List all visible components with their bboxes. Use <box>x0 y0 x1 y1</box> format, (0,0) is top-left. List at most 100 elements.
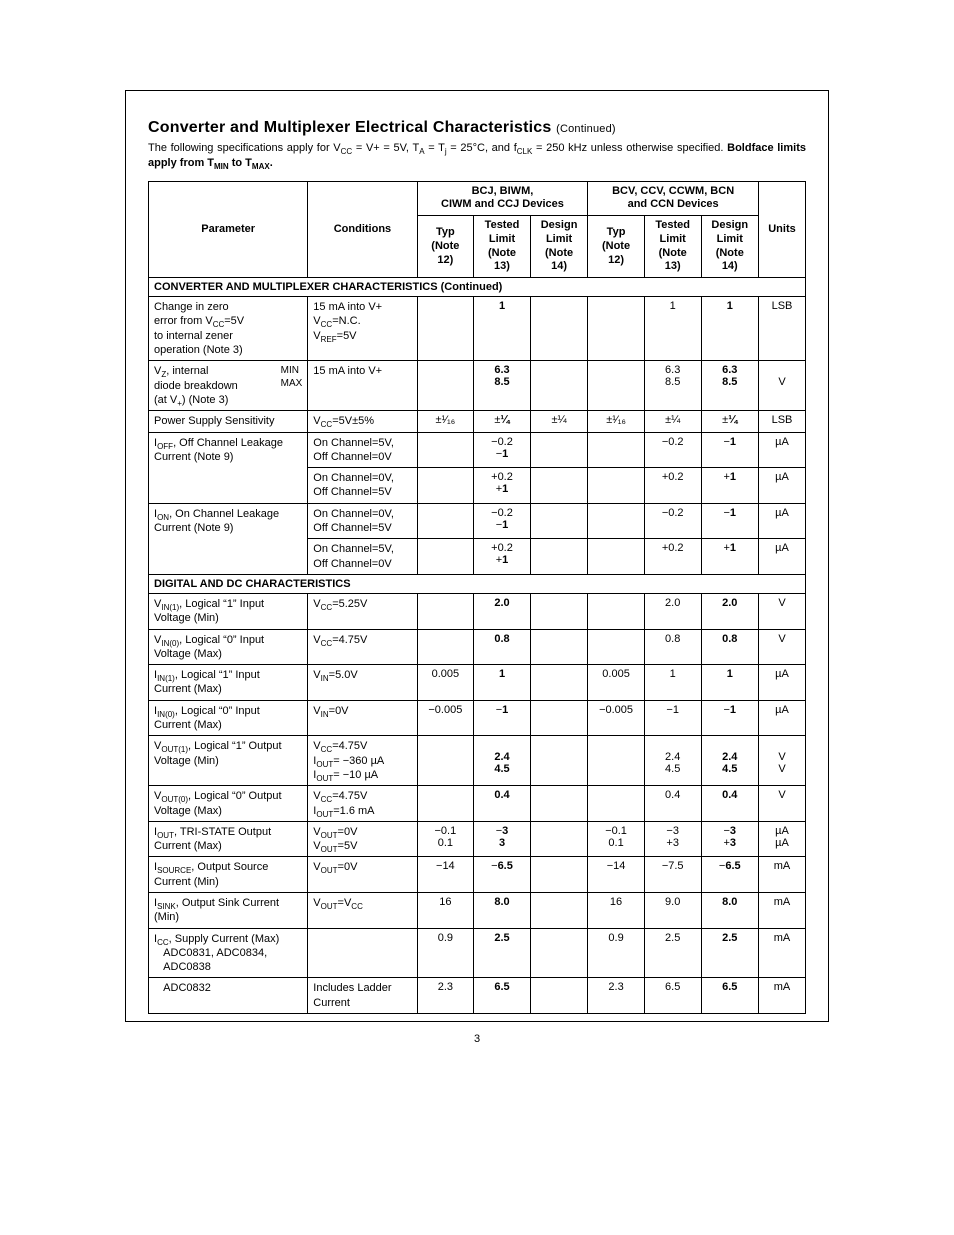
header-conditions: Conditions <box>308 181 417 278</box>
cell-conditions: On Channel=5V,Off Channel=0V <box>308 432 417 468</box>
table-row: IIN(0), Logical “0” InputCurrent (Max)VI… <box>149 700 806 736</box>
cell-parameter: VIN(1), Logical “1” InputVoltage (Min) <box>149 593 308 629</box>
table-row: ISINK, Output Sink Current (Min)VOUT=VCC… <box>149 892 806 928</box>
section2-title: DIGITAL AND DC CHARACTERISTICS <box>149 574 806 593</box>
table-row: VOUT(0), Logical “0” OutputVoltage (Max)… <box>149 786 806 822</box>
cell-parameter: VIN(0), Logical “0” InputVoltage (Max) <box>149 629 308 665</box>
cell-value: 0.8 <box>474 629 531 665</box>
cell-parameter: IOUT, TRI-STATE OutputCurrent (Max) <box>149 821 308 857</box>
cell-value: −0.2−1 <box>474 503 531 539</box>
header-group2: BCV, CCV, CCWM, BCNand CCN Devices <box>588 181 759 216</box>
cell-value: ±¼ <box>701 411 758 432</box>
cell-conditions: 15 mA into V+VCC=N.C.VREF=5V <box>308 297 417 361</box>
cell-value: 0.4 <box>701 786 758 822</box>
header-group1: BCJ, BIWM,CIWM and CCJ Devices <box>417 181 588 216</box>
cell-value <box>417 786 474 822</box>
cell-value: 2.5 <box>474 928 531 978</box>
cell-value: −33 <box>474 821 531 857</box>
cell-value <box>417 503 474 539</box>
cell-conditions: VOUT=0V <box>308 857 417 893</box>
cell-value: +0.2 <box>644 468 701 504</box>
cell-conditions: Includes LadderCurrent <box>308 978 417 1014</box>
cell-value: ±¹⁄₁₆ <box>417 411 474 432</box>
cell-value: 1 <box>644 665 701 701</box>
table-row: VZ, internalMINMAXdiode breakdown(at V+)… <box>149 361 806 411</box>
cell-value <box>588 361 645 411</box>
cell-value: −0.2−1 <box>474 432 531 468</box>
cell-value: 0.8 <box>701 629 758 665</box>
cell-value: 2.0 <box>701 593 758 629</box>
cell-units: mA <box>758 892 805 928</box>
cell-value: 6.38.5 <box>701 361 758 411</box>
cell-value: +0.2+1 <box>474 539 531 575</box>
content-frame: Converter and Multiplexer Electrical Cha… <box>125 90 829 1022</box>
cell-units: V <box>758 786 805 822</box>
cell-value: 6.5 <box>644 978 701 1014</box>
cell-value: −1 <box>644 700 701 736</box>
cell-value: −1 <box>701 503 758 539</box>
table-row: Power Supply SensitivityVCC=5V±5%±¹⁄₁₆±¼… <box>149 411 806 432</box>
cell-value <box>588 629 645 665</box>
cell-value: 2.0 <box>474 593 531 629</box>
cell-value: +0.2+1 <box>474 468 531 504</box>
cell-value: −0.2 <box>644 503 701 539</box>
cell-conditions: On Channel=0V,Off Channel=5V <box>308 503 417 539</box>
cell-value <box>588 432 645 468</box>
cell-value <box>530 928 587 978</box>
cell-units: V <box>758 361 805 411</box>
cell-value: 16 <box>417 892 474 928</box>
cell-value: −0.005 <box>417 700 474 736</box>
cell-units: µA <box>758 432 805 468</box>
cell-value: −0.10.1 <box>588 821 645 857</box>
cell-value: +0.2 <box>644 539 701 575</box>
cell-parameter: IOFF, Off Channel LeakageCurrent (Note 9… <box>149 432 308 503</box>
cell-units: µA <box>758 503 805 539</box>
cell-value: −0.005 <box>588 700 645 736</box>
cell-value: −1 <box>474 700 531 736</box>
cell-value <box>530 432 587 468</box>
table-row: VIN(0), Logical “0” InputVoltage (Max)VC… <box>149 629 806 665</box>
table-row: IIN(1), Logical “1” InputCurrent (Max)VI… <box>149 665 806 701</box>
cell-value <box>588 468 645 504</box>
cell-value <box>417 297 474 361</box>
cell-value: 2.3 <box>588 978 645 1014</box>
cell-value: −1 <box>701 700 758 736</box>
section-header-row: CONVERTER AND MULTIPLEXER CHARACTERISTIC… <box>149 278 806 297</box>
cell-value: ±¼ <box>644 411 701 432</box>
cell-parameter: Change in zeroerror from VCC=5Vto intern… <box>149 297 308 361</box>
cell-value: 0.4 <box>474 786 531 822</box>
cell-value: +1 <box>701 539 758 575</box>
cell-value <box>588 297 645 361</box>
cell-value <box>530 786 587 822</box>
cell-value <box>588 593 645 629</box>
header-units: Units <box>758 181 805 278</box>
cell-value: ±¼ <box>474 411 531 432</box>
cell-value: 2.44.5 <box>701 736 758 786</box>
table-row: VOUT(1), Logical “1” OutputVoltage (Min)… <box>149 736 806 786</box>
cell-value: −14 <box>588 857 645 893</box>
cell-value: 1 <box>644 297 701 361</box>
cell-conditions: VOUT=0VVOUT=5V <box>308 821 417 857</box>
cell-value: 0.9 <box>417 928 474 978</box>
cell-value <box>530 593 587 629</box>
cell-parameter: VZ, internalMINMAXdiode breakdown(at V+)… <box>149 361 308 411</box>
cell-conditions: VCC=5.25V <box>308 593 417 629</box>
cell-value <box>530 978 587 1014</box>
cell-units: mA <box>758 978 805 1014</box>
cell-value: 2.5 <box>644 928 701 978</box>
cell-value <box>530 629 587 665</box>
page-number: 3 <box>0 1033 954 1045</box>
cell-units: µAµA <box>758 821 805 857</box>
cell-conditions: VIN=5.0V <box>308 665 417 701</box>
cell-value <box>530 700 587 736</box>
table-row: Change in zeroerror from VCC=5Vto intern… <box>149 297 806 361</box>
cell-units: µA <box>758 700 805 736</box>
cell-value <box>530 503 587 539</box>
cell-value <box>530 665 587 701</box>
cell-conditions <box>308 928 417 978</box>
cell-units: LSB <box>758 411 805 432</box>
cell-value <box>588 736 645 786</box>
cell-parameter: ISOURCE, Output SourceCurrent (Min) <box>149 857 308 893</box>
cell-value: 9.0 <box>644 892 701 928</box>
cell-value: 1 <box>701 297 758 361</box>
